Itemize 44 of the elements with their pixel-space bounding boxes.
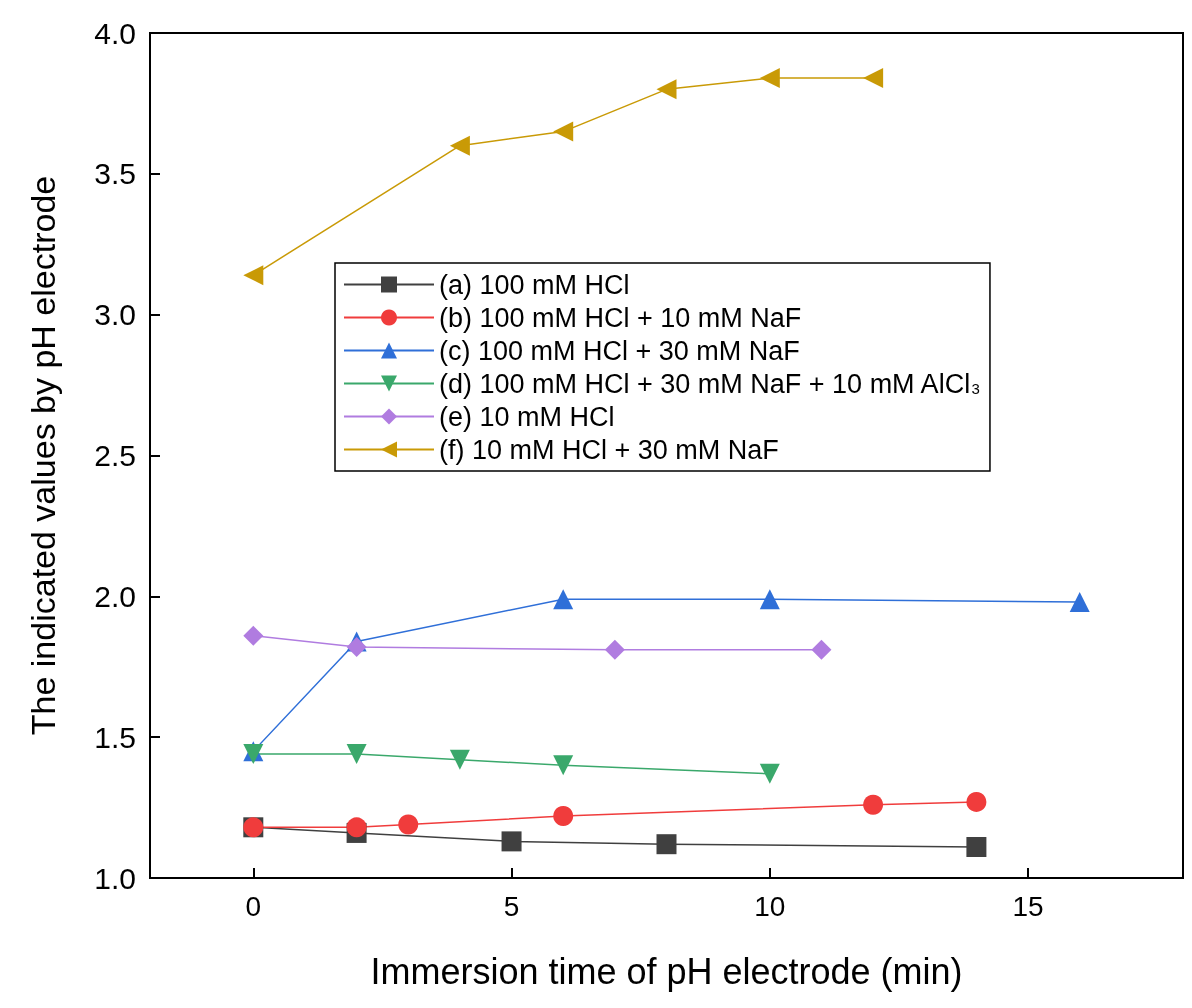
y-tick-label: 3.0 <box>94 298 136 332</box>
y-tick-label: 2.0 <box>94 579 136 613</box>
point <box>863 794 884 815</box>
x-tick-label: 5 <box>503 890 520 922</box>
point <box>501 831 522 852</box>
legend-label: (d) 100 mM HCl + 30 mM NaF + 10 mM AlCl3 <box>439 368 980 399</box>
point <box>449 749 470 770</box>
y-tick-label: 1.5 <box>94 720 136 754</box>
point <box>966 837 987 858</box>
legend-label: (a) 100 mM HCl <box>439 269 630 300</box>
x-tick-label: 15 <box>1012 890 1044 922</box>
x-tick-label: 10 <box>754 890 786 922</box>
point <box>346 744 367 765</box>
legend-label: (b) 100 mM HCl + 10 mM NaF <box>439 302 802 333</box>
point <box>759 589 780 610</box>
y-axis-title: The indicated values by pH electrode <box>24 175 62 736</box>
point <box>1069 591 1090 612</box>
y-tick-label: 1.0 <box>94 861 136 895</box>
y-tick-label: 2.5 <box>94 439 136 472</box>
point <box>346 637 367 658</box>
point <box>759 763 780 784</box>
point <box>811 639 832 660</box>
y-tick-label: 4.0 <box>94 16 136 50</box>
point <box>656 79 677 100</box>
point <box>863 68 884 89</box>
x-tick-label: 0 <box>245 890 262 922</box>
legend-label: (e) 10 mM HCl <box>439 401 615 432</box>
point <box>243 265 264 286</box>
point <box>553 755 574 776</box>
point <box>346 817 367 838</box>
point <box>398 814 419 835</box>
point <box>553 806 574 827</box>
point <box>553 121 574 142</box>
point <box>604 639 625 660</box>
point <box>449 135 470 156</box>
x-axis-title: Immersion time of pH electrode (min) <box>370 950 963 992</box>
point <box>759 68 780 89</box>
point <box>553 589 574 610</box>
point <box>243 625 264 646</box>
y-tick-label: 3.5 <box>94 157 136 191</box>
point <box>656 834 677 855</box>
legend-label: (c) 100 mM HCl + 30 mM NaF <box>439 335 800 366</box>
legend-label: (f) 10 mM HCl + 30 mM NaF <box>439 434 779 465</box>
point <box>966 791 987 812</box>
